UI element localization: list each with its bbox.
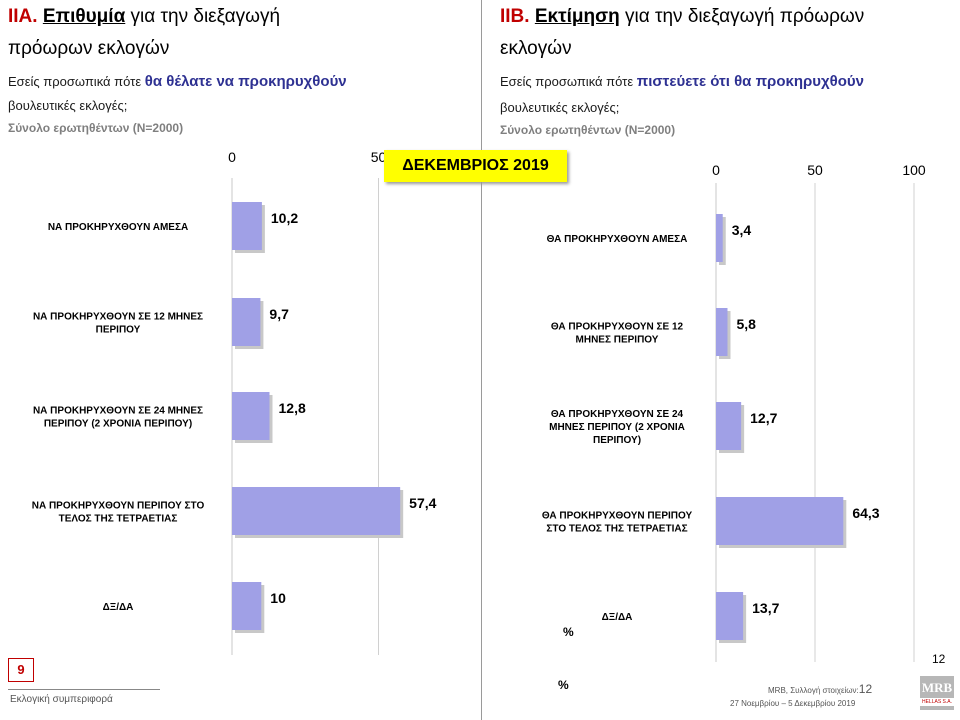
right-title-keyword: Εκτίμηση — [534, 6, 620, 27]
right-value-label: 5,8 — [736, 316, 756, 332]
right-tick-label: 0 — [712, 162, 720, 178]
left-bar — [232, 487, 401, 535]
right-value-label: 3,4 — [732, 222, 752, 238]
left-question-b: βουλευτικές εκλογές; — [8, 98, 128, 113]
left-category-label: ΝΑ ΠΡΟΚΗΡΥΧΘΟΥΝ ΑΜΕΣΑ — [48, 222, 188, 233]
left-tick-label: 0 — [228, 149, 236, 165]
right-category-label: ΜΗΝΕΣ ΠΕΡΙΠΟΥ (2 ΧΡΟΝΙΑ — [549, 422, 685, 433]
footer-section: Εκλογική συμπεριφορά — [10, 694, 113, 705]
right-bar — [716, 214, 723, 262]
footer-fieldwork: MRB, Συλλογή στοιχείων:12 — [768, 682, 872, 696]
right-question-b: βουλευτικές εκλογές; — [500, 100, 620, 115]
right-category-label: ΘΑ ΠΡΟΚΗΡΥΧΘΟΥΝ ΠΕΡΙΠΟΥ — [542, 511, 693, 522]
right-category-label: ΘΑ ΠΡΟΚΗΡΥΧΘΟΥΝ ΣΕ 24 — [551, 409, 684, 420]
left-category-label: ΠΕΡΙΠΟΥ (2 ΧΡΟΝΙΑ ΠΕΡΙΠΟΥ) — [44, 419, 192, 430]
left-question-a: Εσείς προσωπικά πότε — [8, 74, 145, 89]
left-base: Σύνολο ερωτηθέντων (N=2000) — [8, 121, 184, 135]
panel-divider — [481, 0, 482, 720]
right-bar — [716, 308, 728, 356]
page-number-box: 9 — [8, 658, 34, 682]
logo-text: MRB — [921, 680, 953, 695]
left-bar — [232, 582, 262, 630]
left-category-label: ΔΞ/ΔΑ — [103, 602, 134, 613]
left-title-rest: για την διεξαγωγή — [125, 6, 281, 27]
right-category-label: ΘΑ ΠΡΟΚΗΡΥΧΘΟΥΝ ΑΜΕΣΑ — [547, 234, 688, 245]
mrb-logo: MRB HELLAS S.A. — [920, 676, 954, 710]
left-title: ΙΙΑ. Επιθυμία για την διεξαγωγή — [8, 0, 280, 34]
left-question-highlight: θα θέλατε να προκηρυχθούν — [144, 73, 347, 90]
left-value-label: 10,2 — [271, 210, 298, 226]
footer-fieldwork-number: 12 — [858, 682, 873, 696]
percent-label-2: % — [558, 678, 569, 692]
left-bar-chart: 0 50 10,2 ΝΑ ΠΡΟΚΗΡΥΧΘΟΥΝ ΑΜΕΣΑ 9,7 ΝΑ ΠΡΟΚΗΡ… — [32, 149, 437, 655]
footer-fieldwork-label: MRB, Συλλογή στοιχείων: — [768, 686, 859, 695]
left-value-label: 12,8 — [279, 400, 306, 416]
right-title-rest: για την διεξαγωγή πρόωρων — [619, 6, 865, 27]
right-title: ΙΙΒ. Εκτίμηση για την διεξαγωγή πρόωρων — [500, 0, 864, 34]
right-bar — [716, 497, 844, 545]
right-bar-chart: 0 50 100 3,4 ΘΑ ΠΡΟΚΗΡΥΧΘΟΥΝ ΑΜΕΣΑ 5,8 ΘΑ ΠΡΟΚ… — [542, 162, 926, 662]
left-bar — [232, 392, 270, 440]
left-title-line2: πρόωρων εκλογών — [8, 38, 170, 59]
left-category-label: ΝΑ ΠΡΟΚΗΡΥΧΘΟΥΝ ΣΕ 24 ΜΗΝΕΣ — [33, 406, 203, 417]
footer-divider — [8, 689, 160, 690]
right-value-label: 64,3 — [852, 505, 879, 521]
right-category-label: ΜΗΝΕΣ ΠΕΡΙΠΟΥ — [576, 335, 659, 346]
left-title-prefix: ΙΙΑ. — [8, 6, 38, 27]
logo-subtext: HELLAS S.A. — [920, 698, 954, 706]
left-question: Εσείς προσωπικά πότε θα θέλατε να προκηρ… — [8, 70, 347, 94]
left-value-label: 57,4 — [409, 495, 436, 511]
right-question-highlight: πιστεύετε ότι θα προκηρυχθούν — [636, 73, 865, 90]
right-category-label: ΣΤΟ ΤΕΛΟΣ ΤΗΣ ΤΕΤΡΑΕΤΙΑΣ — [546, 524, 687, 535]
right-base: Σύνολο ερωτηθέντων (N=2000) — [500, 123, 676, 137]
right-value-label: 12,7 — [750, 410, 777, 426]
left-category-label: ΤΕΛΟΣ ΤΗΣ ΤΕΤΡΑΕΤΙΑΣ — [59, 514, 178, 525]
right-tick-label: 50 — [807, 162, 823, 178]
left-category-label: ΝΑ ΠΡΟΚΗΡΥΧΘΟΥΝ ΣΕ 12 ΜΗΝΕΣ — [33, 312, 203, 323]
percent-label: % — [563, 625, 574, 639]
left-tick-label: 50 — [371, 149, 387, 165]
right-question: Εσείς προσωπικά πότε πιστεύετε ότι θα πρ… — [500, 70, 864, 94]
right-title-line2: εκλογών — [500, 38, 572, 59]
month-label: ΔΕΚΕΜΒΡΙΟΣ 2019 — [384, 150, 567, 182]
right-category-label: ΔΞ/ΔΑ — [602, 612, 633, 623]
footer-dates: 27 Νοεμβρίου – 5 Δεκεμβρίου 2019 — [730, 699, 856, 708]
right-category-label: ΘΑ ΠΡΟΚΗΡΥΧΘΟΥΝ ΣΕ 12 — [551, 322, 684, 333]
left-value-label: 9,7 — [269, 306, 289, 322]
page-number: 12 — [932, 652, 946, 666]
right-category-label: ΠΕΡΙΠΟΥ) — [593, 435, 641, 446]
right-title-prefix: ΙΙΒ. — [500, 6, 530, 27]
left-category-label: ΠΕΡΙΠΟΥ — [96, 325, 141, 336]
right-question-a: Εσείς προσωπικά πότε — [500, 74, 637, 89]
left-title-keyword: Επιθυμία — [42, 6, 126, 27]
right-bar — [716, 592, 744, 640]
left-value-label: 10 — [270, 590, 286, 606]
right-tick-label: 100 — [902, 162, 926, 178]
right-bar — [716, 402, 742, 450]
left-category-label: ΝΑ ΠΡΟΚΗΡΥΧΘΟΥΝ ΠΕΡΙΠΟΥ ΣΤΟ — [32, 501, 205, 512]
left-bar — [232, 298, 261, 346]
left-bar — [232, 202, 262, 250]
right-value-label: 13,7 — [752, 600, 779, 616]
